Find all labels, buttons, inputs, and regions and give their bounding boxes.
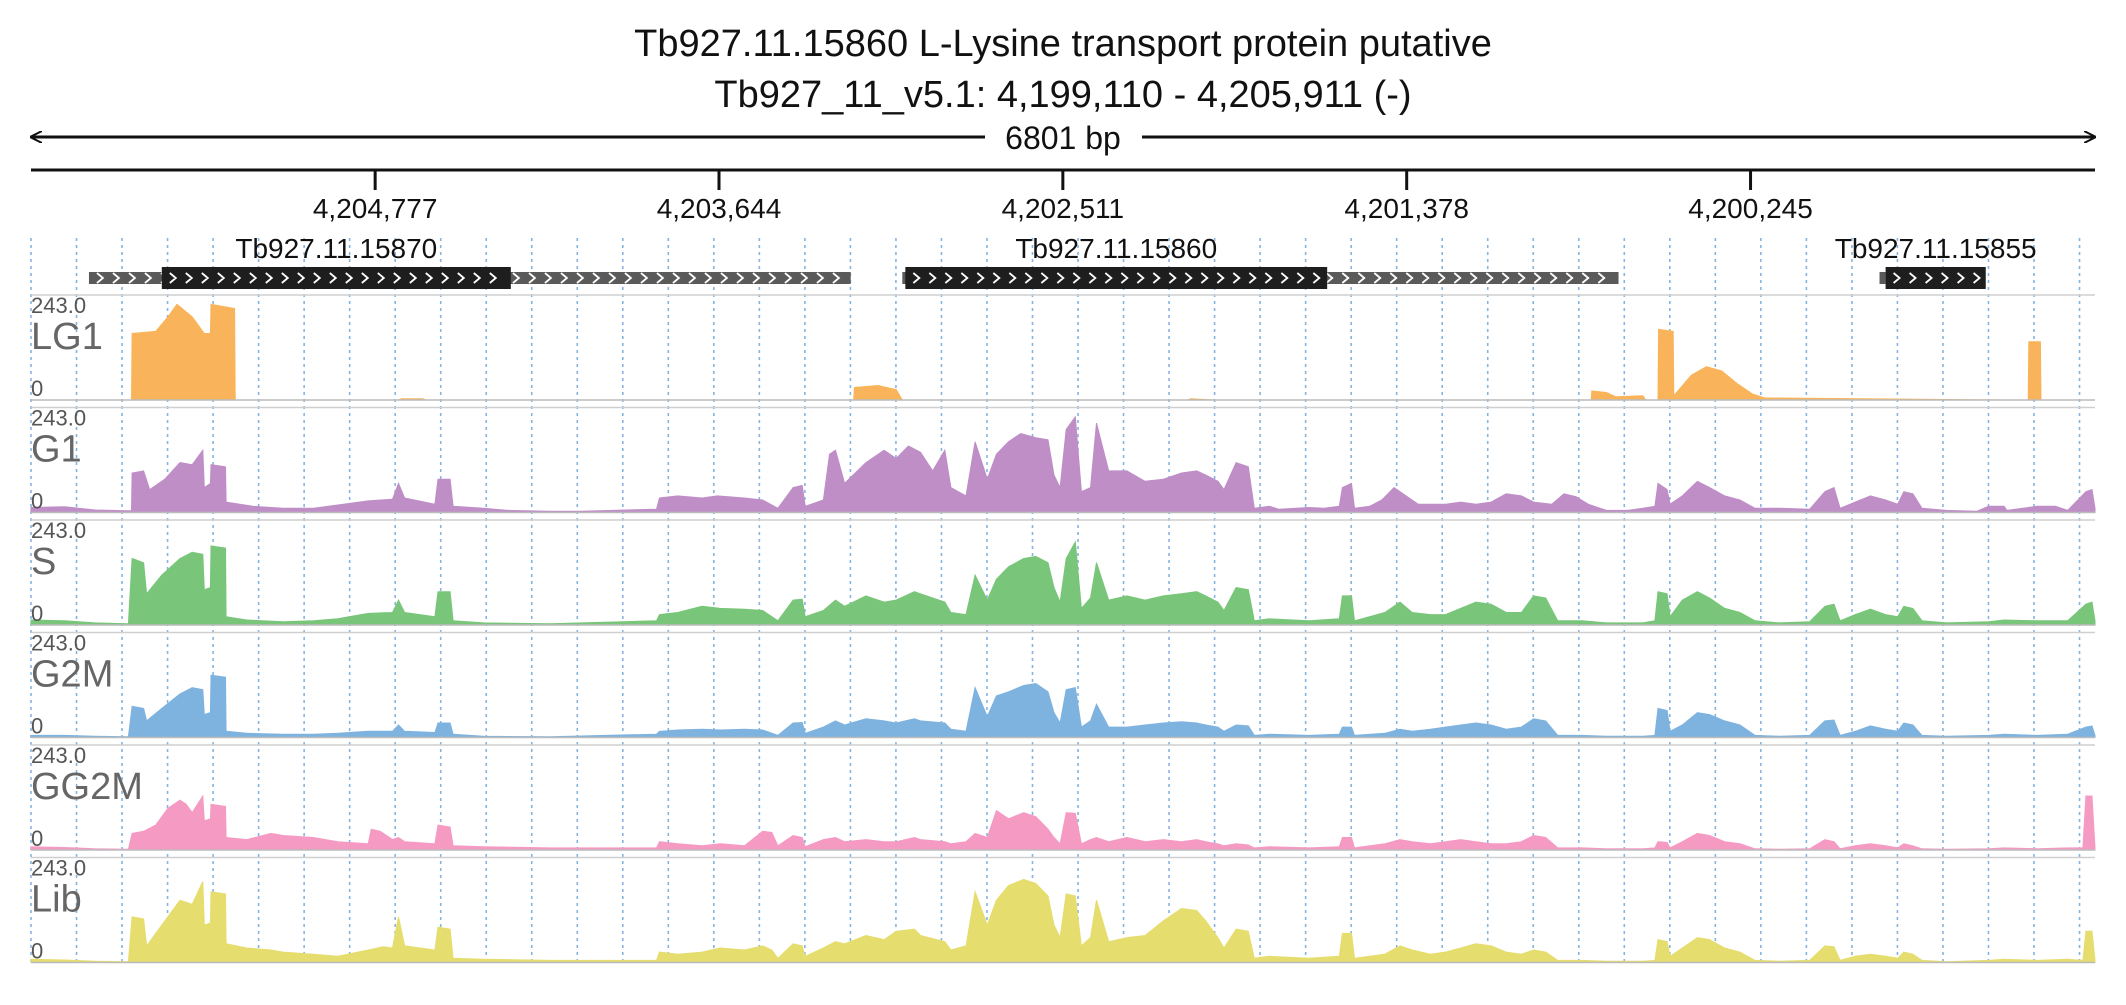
- span-indicator: 6801 bp: [31, 120, 2095, 156]
- y-max-label: 243.0: [31, 856, 86, 881]
- x-axis-ticks: 4,204,777 4,203,644 4,202,511 4,201,378 4,20…: [313, 170, 1813, 224]
- track-GG2M: 243.0 0 GG2M: [30, 743, 2096, 851]
- coverage-area: [30, 415, 2096, 513]
- gene-cds: [905, 267, 1328, 289]
- gene-label: Tb927.11.15860: [1015, 233, 1217, 264]
- track-name: G1: [31, 429, 82, 471]
- gene-label: Tb927.11.15855: [1835, 233, 2037, 264]
- coverage-tracks: 243.00LG1243.00G1243.00S243.00G2M243.00G…: [30, 293, 2096, 964]
- track-name: S: [31, 541, 56, 583]
- x-tick-label: 4,202,511: [1002, 193, 1125, 224]
- track-S: 243.0 0 S: [30, 518, 2096, 626]
- track-G2M: 243.0 0 G2M: [30, 631, 2096, 739]
- span-label: 6801 bp: [1005, 120, 1121, 156]
- x-tick-label: 4,201,378: [1344, 193, 1469, 224]
- track-G1: 243.0 0 G1: [30, 406, 2096, 514]
- gene-models: Tb927.11.15870 Tb927.11.15860 Tb927.11.158…: [88, 233, 2037, 289]
- strand-arrow: [1893, 272, 1982, 284]
- gene-Tb927.11.15855: Tb927.11.15855: [1835, 233, 2037, 289]
- coverage-area: [30, 674, 2096, 738]
- gene-label: Tb927.11.15870: [235, 233, 437, 264]
- coverage-area: [31, 303, 2095, 401]
- y-min-label: 0: [31, 939, 43, 964]
- coverage-area: [30, 540, 2096, 626]
- y-min-label: 0: [31, 826, 43, 851]
- strand-arrow: [169, 272, 498, 284]
- gene-Tb927.11.15860: Tb927.11.15860: [902, 233, 1619, 289]
- y-max-label: 243.0: [31, 631, 86, 656]
- gene-cds: [1885, 267, 1986, 289]
- track-name: LG1: [31, 316, 103, 358]
- track-Lib: 243.0 0 Lib: [30, 856, 2096, 964]
- track-name: GG2M: [31, 766, 143, 808]
- coverage-area: [30, 878, 2096, 963]
- coverage-area: [30, 794, 2096, 851]
- y-max-label: 243.0: [31, 293, 86, 318]
- track-name: G2M: [31, 654, 113, 696]
- track-LG1: 243.0 0 LG1: [31, 293, 2095, 401]
- gene-utr: [1879, 272, 1886, 284]
- strand-arrow: [912, 272, 1321, 284]
- y-max-label: 243.0: [31, 743, 86, 768]
- chart-title: Tb927.11.15860 L-Lysine transport protei…: [634, 23, 1492, 65]
- y-max-label: 243.0: [31, 518, 86, 543]
- y-min-label: 0: [31, 601, 43, 626]
- x-tick-label: 4,200,245: [1688, 193, 1813, 224]
- x-tick-label: 4,203,644: [657, 193, 782, 224]
- chart-subtitle: Tb927_11_v5.1: 4,199,110 - 4,205,911 (-): [714, 74, 1411, 116]
- x-tick-label: 4,204,777: [313, 193, 438, 224]
- track-name: Lib: [31, 879, 82, 921]
- y-max-label: 243.0: [31, 406, 86, 431]
- gene-Tb927.11.15870: Tb927.11.15870: [88, 233, 851, 289]
- y-min-label: 0: [31, 489, 43, 514]
- y-min-label: 0: [31, 376, 43, 401]
- y-min-label: 0: [31, 714, 43, 739]
